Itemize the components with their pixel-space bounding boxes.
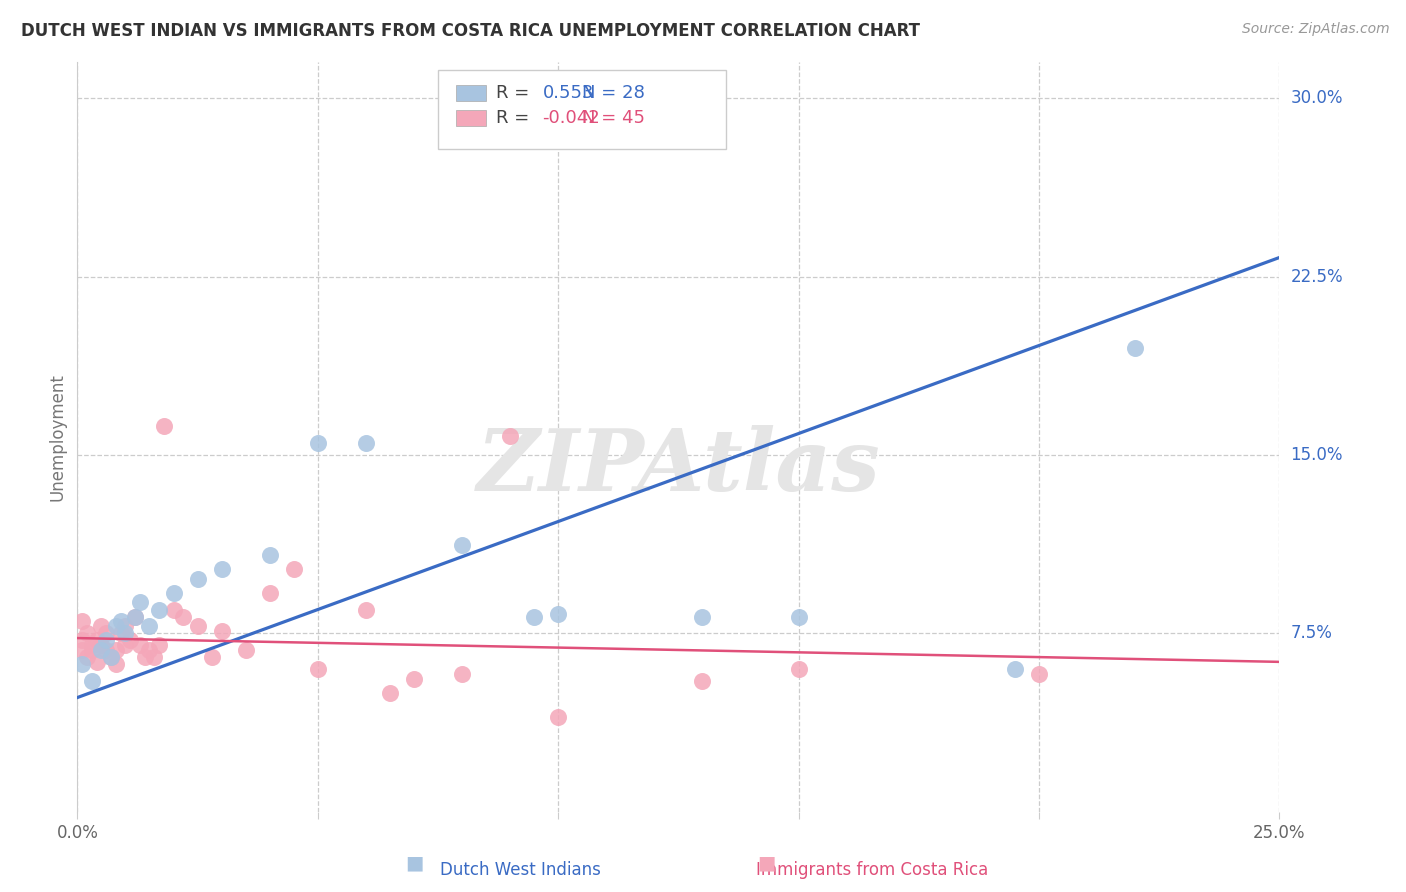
Point: [172, 609, 194, 624]
Point: [1004, 662, 1026, 676]
Point: [128, 595, 150, 609]
Point: [307, 436, 329, 450]
Point: [1123, 341, 1146, 355]
Point: [211, 562, 233, 576]
Point: [80, 673, 103, 688]
Point: [148, 602, 170, 616]
Point: [162, 586, 184, 600]
Point: [110, 615, 132, 629]
Point: [354, 436, 377, 450]
Point: [100, 650, 122, 665]
Point: [692, 673, 714, 688]
Point: [162, 602, 184, 616]
Point: [235, 643, 257, 657]
Point: [70, 643, 93, 657]
Point: [70, 615, 93, 629]
Point: [128, 638, 150, 652]
Point: [523, 609, 546, 624]
Point: [211, 624, 233, 638]
Point: [547, 607, 569, 622]
Point: [138, 643, 160, 657]
Point: [104, 619, 127, 633]
Point: [124, 609, 146, 624]
Y-axis label: Unemployment: Unemployment: [48, 373, 66, 501]
Point: [114, 638, 136, 652]
Text: ■: ■: [756, 854, 776, 872]
Point: [134, 650, 156, 665]
Text: 30.0%: 30.0%: [1291, 89, 1343, 107]
Text: N = 28: N = 28: [582, 84, 645, 103]
Point: [124, 609, 146, 624]
FancyBboxPatch shape: [456, 85, 486, 102]
Point: [90, 643, 112, 657]
FancyBboxPatch shape: [439, 70, 727, 149]
Point: [90, 638, 112, 652]
Text: 15.0%: 15.0%: [1291, 446, 1343, 464]
Point: [76, 650, 98, 665]
Point: [354, 602, 377, 616]
Point: [547, 709, 569, 723]
Point: [787, 662, 810, 676]
Text: 22.5%: 22.5%: [1291, 268, 1343, 285]
Point: [104, 657, 127, 672]
Point: [186, 619, 209, 633]
Text: Immigrants from Costa Rica: Immigrants from Costa Rica: [755, 861, 988, 879]
Point: [499, 429, 522, 443]
Text: N = 45: N = 45: [582, 109, 645, 127]
Text: DUTCH WEST INDIAN VS IMMIGRANTS FROM COSTA RICA UNEMPLOYMENT CORRELATION CHART: DUTCH WEST INDIAN VS IMMIGRANTS FROM COS…: [21, 22, 920, 40]
Point: [86, 633, 108, 648]
Text: -0.042: -0.042: [543, 109, 600, 127]
Point: [96, 633, 118, 648]
Text: R =: R =: [496, 84, 534, 103]
Point: [120, 633, 142, 648]
Point: [96, 626, 118, 640]
Point: [76, 626, 98, 640]
Point: [104, 643, 127, 657]
Point: [80, 638, 103, 652]
Point: [787, 609, 810, 624]
Text: 7.5%: 7.5%: [1291, 624, 1333, 642]
Point: [70, 633, 93, 648]
Point: [100, 650, 122, 665]
Point: [90, 619, 112, 633]
Point: [138, 619, 160, 633]
Point: [259, 586, 281, 600]
Text: 0.553: 0.553: [543, 84, 595, 103]
Point: [86, 655, 108, 669]
Text: R =: R =: [496, 109, 534, 127]
Point: [402, 672, 425, 686]
Point: [114, 626, 136, 640]
Text: ■: ■: [405, 854, 425, 872]
Point: [692, 609, 714, 624]
Point: [148, 638, 170, 652]
FancyBboxPatch shape: [456, 110, 486, 126]
Point: [283, 562, 305, 576]
Point: [114, 619, 136, 633]
Point: [1028, 666, 1050, 681]
Point: [451, 666, 474, 681]
Point: [80, 643, 103, 657]
Point: [259, 548, 281, 562]
Point: [451, 538, 474, 552]
Point: [110, 626, 132, 640]
Point: [96, 643, 118, 657]
Point: [378, 686, 401, 700]
Point: [153, 419, 176, 434]
Text: ZIPAtlas: ZIPAtlas: [477, 425, 880, 508]
Point: [201, 650, 224, 665]
Point: [143, 650, 166, 665]
Point: [70, 657, 93, 672]
Point: [307, 662, 329, 676]
Point: [186, 572, 209, 586]
Text: Source: ZipAtlas.com: Source: ZipAtlas.com: [1241, 22, 1389, 37]
Text: Dutch West Indians: Dutch West Indians: [440, 861, 600, 879]
